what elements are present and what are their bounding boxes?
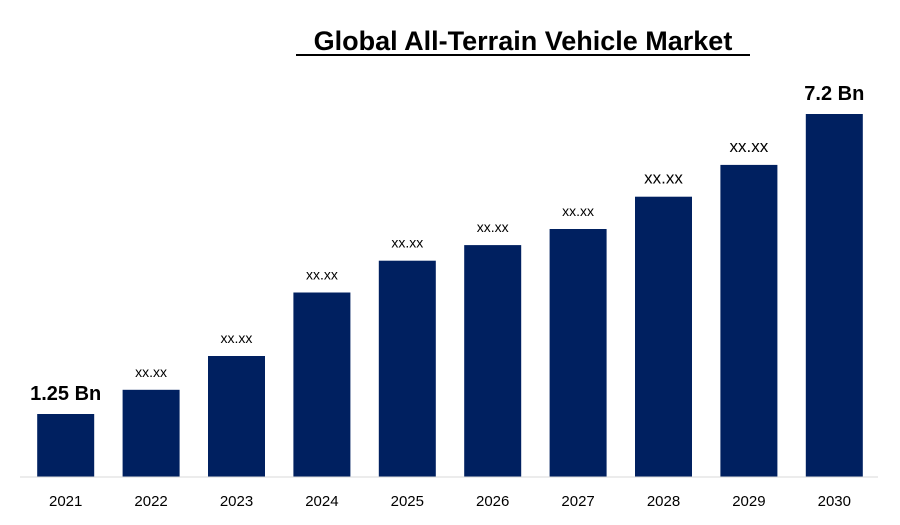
x-tick-label: 2023 xyxy=(220,493,253,510)
x-tick-label: 2027 xyxy=(561,493,594,510)
data-label: xx.xx xyxy=(730,137,769,156)
data-label: 1.25 Bn xyxy=(30,383,101,405)
data-label: xx.xx xyxy=(391,235,423,251)
x-tick-label: 2025 xyxy=(391,493,424,510)
data-label: xx.xx xyxy=(135,364,167,380)
bars-group xyxy=(37,114,863,477)
x-tick-label: 2026 xyxy=(476,493,509,510)
bar-2021 xyxy=(37,414,95,477)
bar-2023 xyxy=(208,356,265,477)
bar-2024 xyxy=(293,292,351,477)
x-axis-ticks: 2021 2022 2023 2024 2025 2026 2027 2028 2029 2030 xyxy=(49,493,851,510)
data-label: 7.2 Bn xyxy=(804,83,864,105)
data-label: xx.xx xyxy=(477,219,509,235)
bar-2029 xyxy=(720,164,778,477)
chart-title: Global All-Terrain Vehicle Market xyxy=(314,26,733,56)
x-tick-label: 2021 xyxy=(49,493,82,510)
bar-2026 xyxy=(464,245,522,477)
data-labels: 1.25 Bn xx.xx xx.xx xx.xx xx.xx xx.xx xx.xx xx.… xyxy=(30,83,864,405)
data-label: xx.xx xyxy=(644,169,683,188)
bar-2028 xyxy=(635,196,692,477)
x-tick-label: 2024 xyxy=(305,493,338,510)
data-label: xx.xx xyxy=(562,203,594,219)
data-label: xx.xx xyxy=(221,330,253,346)
x-tick-label: 2022 xyxy=(134,493,167,510)
bar-2025 xyxy=(378,260,436,477)
x-tick-label: 2029 xyxy=(732,493,765,510)
data-label: xx.xx xyxy=(306,267,338,283)
x-tick-label: 2030 xyxy=(818,493,851,510)
bar-2022 xyxy=(122,389,180,477)
x-tick-label: 2028 xyxy=(647,493,680,510)
bar-2027 xyxy=(549,229,607,477)
bar-2030 xyxy=(805,114,863,477)
